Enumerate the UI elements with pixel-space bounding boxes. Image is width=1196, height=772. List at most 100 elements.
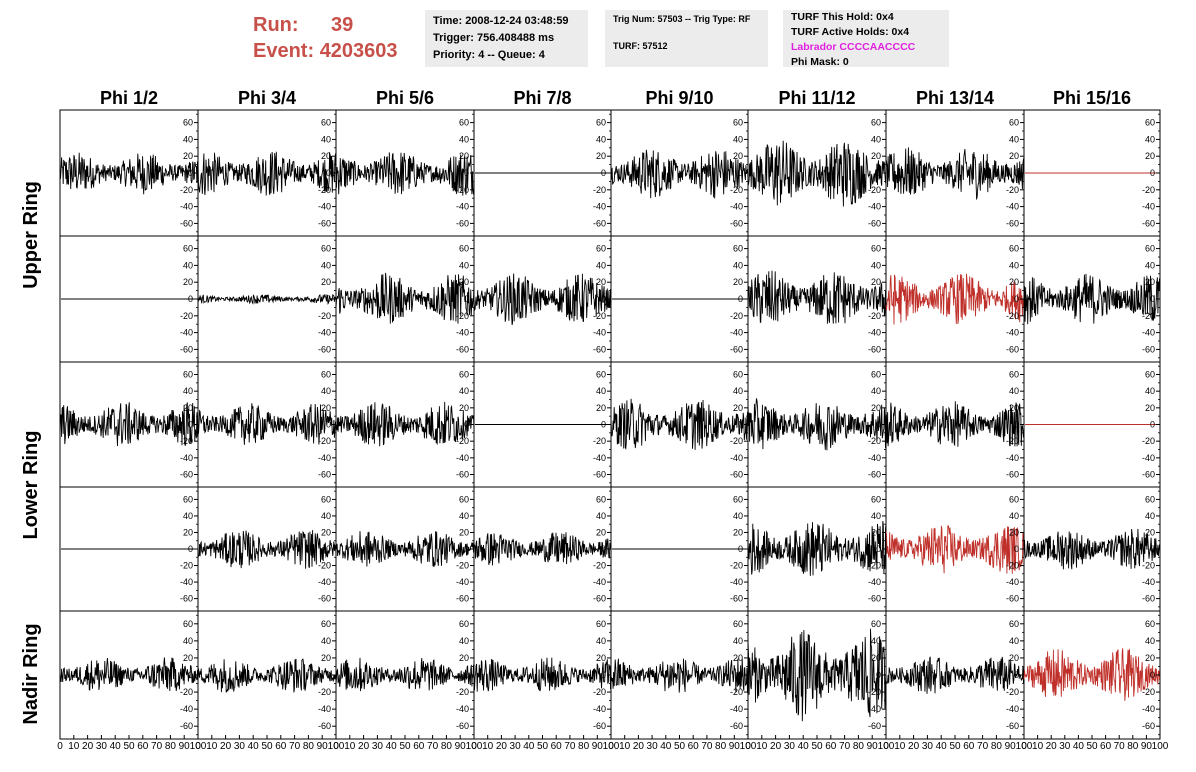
y-tick-label: 0 <box>1150 420 1155 430</box>
y-tick-label: 20 <box>321 151 331 161</box>
y-tick-label: 20 <box>459 151 469 161</box>
y-tick-label: 0 <box>876 294 881 304</box>
y-tick-label: 60 <box>871 370 881 380</box>
y-tick-label: -40 <box>1006 202 1019 212</box>
y-tick-label: 40 <box>1145 386 1155 396</box>
x-tick-label: 30 <box>96 741 108 752</box>
y-tick-label: -20 <box>730 436 743 446</box>
x-tick-label: 80 <box>853 741 865 752</box>
y-tick-label: -40 <box>318 453 331 463</box>
y-tick-label: 40 <box>1009 386 1019 396</box>
y-tick-label: 40 <box>459 260 469 270</box>
phi-mask-text: Phi Mask: 0 <box>791 56 849 68</box>
run-value: 39 <box>331 14 354 36</box>
turf-this-hold-text: TURF This Hold: 0x4 <box>791 11 894 23</box>
column-title: Phi 11/12 <box>778 88 855 108</box>
y-tick-label: -40 <box>593 453 606 463</box>
waveform-trace <box>473 657 612 692</box>
y-tick-label: 40 <box>733 386 743 396</box>
x-tick-label: 60 <box>413 741 425 752</box>
x-tick-label: 40 <box>110 741 122 752</box>
run-label: Run: <box>253 14 299 36</box>
y-tick-label: 60 <box>596 370 606 380</box>
x-tick-label: 90 <box>592 741 604 752</box>
y-tick-label: 60 <box>321 370 331 380</box>
y-tick-label: -60 <box>868 721 881 731</box>
waveform-trace <box>473 532 612 566</box>
y-tick-label: -60 <box>593 721 606 731</box>
y-tick-label: -20 <box>180 436 193 446</box>
x-tick-label: 90 <box>455 741 467 752</box>
y-tick-label: 20 <box>871 151 881 161</box>
y-tick-label: -60 <box>593 218 606 228</box>
y-tick-label: 0 <box>738 544 743 554</box>
y-tick-label: -60 <box>868 594 881 604</box>
y-tick-label: 60 <box>183 370 193 380</box>
x-tick-label: 60 <box>825 741 837 752</box>
y-tick-label: 60 <box>321 494 331 504</box>
y-tick-label: 60 <box>596 118 606 128</box>
y-tick-label: 60 <box>1145 244 1155 254</box>
x-tick-label: 60 <box>551 741 563 752</box>
x-tick-label: 60 <box>688 741 700 752</box>
y-tick-label: -20 <box>318 185 331 195</box>
x-tick-label: 50 <box>123 741 135 752</box>
y-tick-label: -60 <box>1006 470 1019 480</box>
y-tick-label: 60 <box>1009 494 1019 504</box>
x-tick-label: 80 <box>991 741 1003 752</box>
y-tick-label: 40 <box>733 134 743 144</box>
y-tick-label: -40 <box>180 704 193 714</box>
x-tick-label: 40 <box>1073 741 1085 752</box>
y-tick-label: -60 <box>730 721 743 731</box>
y-tick-label: 40 <box>459 134 469 144</box>
y-tick-label: -40 <box>1142 328 1155 338</box>
y-tick-label: -40 <box>868 328 881 338</box>
y-tick-label: 20 <box>459 277 469 287</box>
y-tick-label: 40 <box>459 636 469 646</box>
y-tick-label: -20 <box>1142 561 1155 571</box>
column-title: Phi 3/4 <box>238 88 296 108</box>
y-tick-label: -60 <box>1142 721 1155 731</box>
y-tick-label: -20 <box>1142 436 1155 446</box>
waveform-trace <box>335 531 475 567</box>
x-tick-label: 100 <box>740 741 757 752</box>
y-tick-label: 40 <box>871 636 881 646</box>
waveform-trace <box>610 149 749 199</box>
x-tick-label: 0 <box>333 741 339 752</box>
x-tick-label: 70 <box>564 741 576 752</box>
x-tick-label: 10 <box>482 741 494 752</box>
x-tick-label: 30 <box>922 741 934 752</box>
x-tick-label: 0 <box>608 741 614 752</box>
y-tick-label: 40 <box>596 511 606 521</box>
y-tick-label: -60 <box>180 218 193 228</box>
run-event-block: Run: 39 Event: 4203603 <box>253 12 398 64</box>
waveform-trace <box>473 273 612 326</box>
x-tick-label: 100 <box>1016 741 1033 752</box>
y-tick-label: 20 <box>596 527 606 537</box>
x-tick-label: 100 <box>603 741 620 752</box>
x-tick-label: 10 <box>756 741 768 752</box>
y-tick-label: -40 <box>318 202 331 212</box>
y-tick-label: 0 <box>464 544 469 554</box>
y-tick-label: -60 <box>593 594 606 604</box>
y-tick-label: -40 <box>180 202 193 212</box>
y-tick-label: -40 <box>318 704 331 714</box>
y-tick-label: 40 <box>1009 511 1019 521</box>
x-tick-label: 70 <box>427 741 439 752</box>
x-tick-label: 40 <box>248 741 260 752</box>
trig-info-box: Trig Num: 57503 -- Trig Type: RF TURF: 5… <box>605 10 768 67</box>
waveform-trace <box>197 294 337 305</box>
y-tick-label: -60 <box>318 470 331 480</box>
event-value: 4203603 <box>319 40 398 62</box>
x-tick-label: 40 <box>936 741 948 752</box>
y-tick-label: 40 <box>459 511 469 521</box>
y-tick-label: 0 <box>876 420 881 430</box>
waveform-trace <box>885 147 1025 201</box>
y-tick-label: 0 <box>464 294 469 304</box>
y-tick-label: 40 <box>321 386 331 396</box>
y-tick-label: -20 <box>868 436 881 446</box>
x-tick-label: 80 <box>165 741 177 752</box>
waveform-trace <box>197 530 337 569</box>
y-tick-label: 40 <box>596 386 606 396</box>
y-tick-label: 0 <box>738 168 743 178</box>
